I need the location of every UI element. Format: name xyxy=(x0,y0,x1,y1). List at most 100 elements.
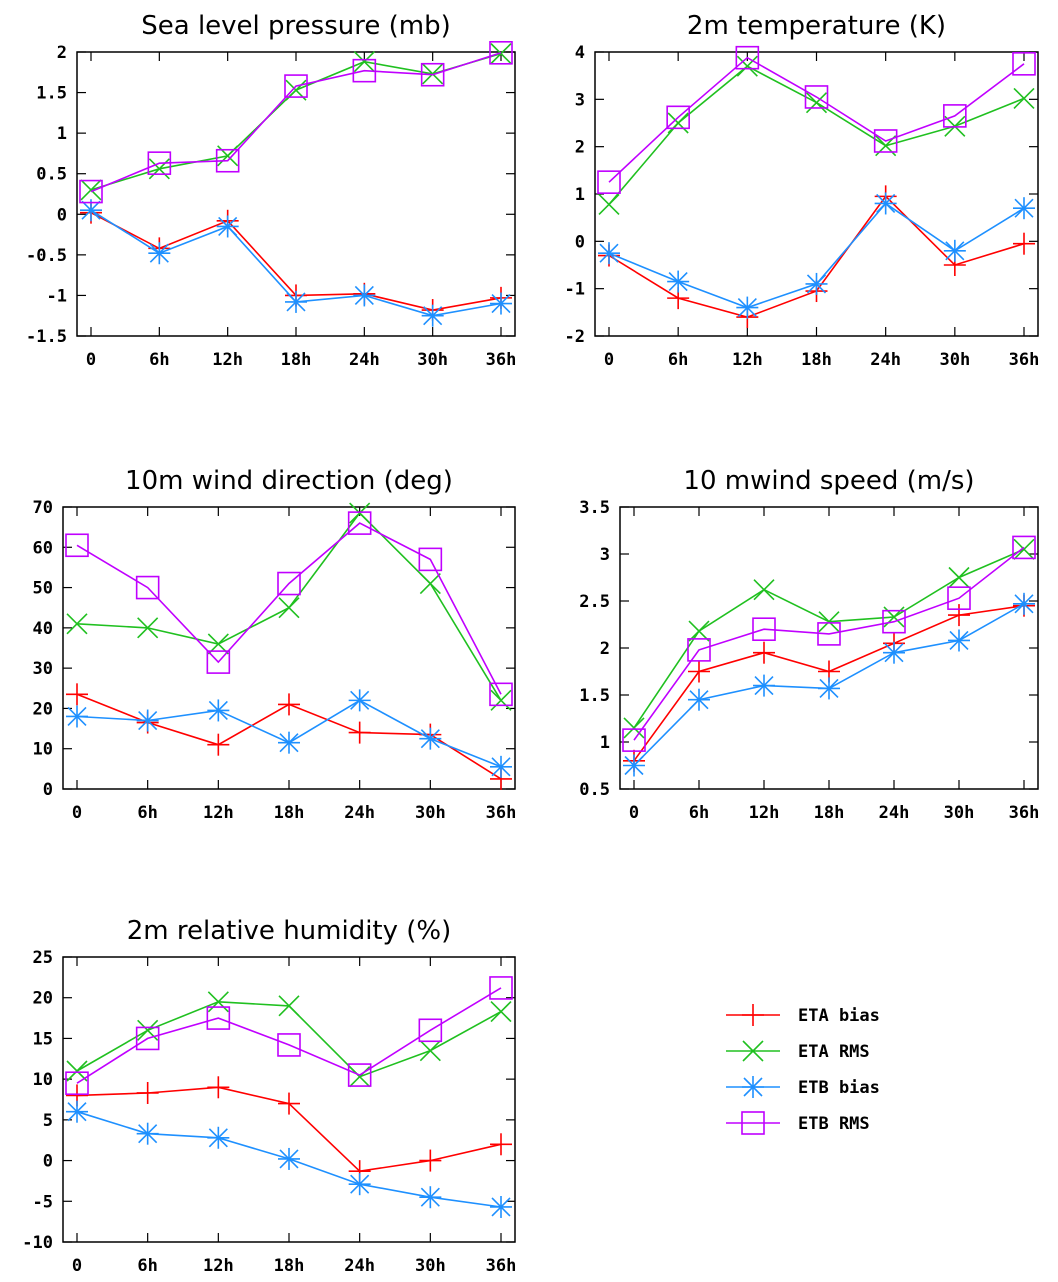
y-tick-label: 2 xyxy=(575,138,585,158)
data-point xyxy=(490,689,512,711)
data-point xyxy=(147,151,172,175)
y-tick-label: 10 xyxy=(33,1070,53,1090)
x-tick-label: 6h xyxy=(689,803,709,823)
data-point xyxy=(148,158,170,180)
data-point xyxy=(353,51,375,73)
series-etb-bias xyxy=(80,199,512,327)
x-tick-label: 12h xyxy=(732,350,763,370)
data-point xyxy=(207,699,230,722)
x-tick-label: 36h xyxy=(486,803,517,823)
data-point xyxy=(347,1063,372,1087)
data-point xyxy=(347,511,372,535)
series-line xyxy=(608,56,1025,183)
series-eta-bias xyxy=(66,1076,512,1183)
data-point xyxy=(943,239,966,262)
x-tick-label: 18h xyxy=(281,350,312,370)
data-point xyxy=(805,272,828,295)
y-tick-label: 60 xyxy=(33,538,53,558)
y-tick-label: 25 xyxy=(33,948,53,968)
x-tick-label: 36h xyxy=(1009,350,1040,370)
x-tick-label: 18h xyxy=(274,803,305,823)
data-point xyxy=(947,586,971,610)
data-point xyxy=(736,296,759,319)
series-eta-rms xyxy=(623,538,1035,739)
chart-panel-1: Sea level pressure (mb) -1.5 -1 -0.5 0 0.5 1 1.… xyxy=(26,11,516,370)
data-point xyxy=(148,242,171,265)
data-point xyxy=(666,105,690,130)
data-point xyxy=(490,755,512,778)
data-point xyxy=(136,709,159,732)
series-eta-rms xyxy=(80,43,512,201)
data-point xyxy=(206,650,231,674)
data-point xyxy=(278,995,300,1017)
legend-label: ETB bias xyxy=(798,1078,880,1098)
series-line xyxy=(608,65,1025,205)
data-point xyxy=(66,613,88,635)
data-point xyxy=(137,1019,159,1041)
data-point xyxy=(598,193,620,215)
x-tick-label: 24h xyxy=(879,803,910,823)
x-tick-label: 0 xyxy=(629,803,639,823)
chart-panel-4: 10 mwind speed (m/s) 0.5 1 1.5 2 2.5 3 3.5 0 6h 12… xyxy=(579,466,1039,823)
chart-title: 10m wind direction (deg) xyxy=(125,466,453,496)
series-line xyxy=(76,522,502,695)
series-line xyxy=(76,987,502,1084)
x-tick-label: 0 xyxy=(72,1256,82,1276)
series-line xyxy=(76,1000,502,1078)
x-tick-label: 24h xyxy=(870,350,901,370)
x-tick-label: 36h xyxy=(1009,803,1040,823)
y-tick-label: -1.5 xyxy=(26,327,67,347)
data-point xyxy=(688,660,710,683)
data-point xyxy=(419,1186,442,1209)
x-tick-label: 12h xyxy=(212,350,243,370)
series-etb-bias xyxy=(623,592,1035,777)
data-point xyxy=(623,717,645,739)
data-point xyxy=(349,502,371,524)
data-point xyxy=(207,1126,230,1149)
data-point xyxy=(278,693,300,716)
x-tick-label: 30h xyxy=(944,803,975,823)
data-point xyxy=(874,192,897,215)
data-point xyxy=(489,682,513,707)
data-point xyxy=(623,754,645,777)
x-tick-label: 30h xyxy=(417,350,448,370)
data-point xyxy=(753,579,775,601)
series-etb-rms xyxy=(622,535,1036,752)
data-point xyxy=(804,85,829,109)
data-point xyxy=(419,727,442,750)
data-point xyxy=(215,148,240,173)
x-tick-label: 30h xyxy=(415,1256,446,1276)
y-tick-label: 1 xyxy=(57,124,67,144)
y-tick-label: 10 xyxy=(33,740,53,760)
y-tick-label: -1 xyxy=(47,286,67,306)
data-point xyxy=(216,215,239,238)
data-point xyxy=(948,629,970,652)
x-tick-label: 0 xyxy=(86,350,96,370)
y-tick-label: 3.5 xyxy=(579,498,610,518)
series-etb-bias xyxy=(66,1100,512,1218)
y-tick-label: -0.5 xyxy=(26,246,67,266)
legend-item: ETA RMS xyxy=(726,1040,870,1062)
data-point xyxy=(490,1195,512,1218)
data-point xyxy=(805,92,828,114)
data-point xyxy=(688,620,710,642)
y-tick-label: 1.5 xyxy=(579,686,610,706)
data-point xyxy=(817,622,841,646)
legend-item: ETB RMS xyxy=(726,1111,870,1135)
data-point xyxy=(489,976,513,1000)
data-point xyxy=(80,179,102,201)
data-point xyxy=(277,571,301,596)
legend-item: ETA bias xyxy=(726,1004,880,1026)
y-tick-label: 50 xyxy=(33,579,53,599)
data-point xyxy=(818,677,840,700)
data-point xyxy=(352,58,377,83)
data-point xyxy=(135,575,160,600)
data-point xyxy=(278,1147,300,1170)
data-point xyxy=(419,1040,441,1062)
data-point xyxy=(948,566,970,589)
y-tick-label: 0.5 xyxy=(36,165,67,185)
data-point xyxy=(207,733,230,756)
y-tick-label: 4 xyxy=(575,43,585,63)
x-tick-label: 18h xyxy=(801,350,832,370)
